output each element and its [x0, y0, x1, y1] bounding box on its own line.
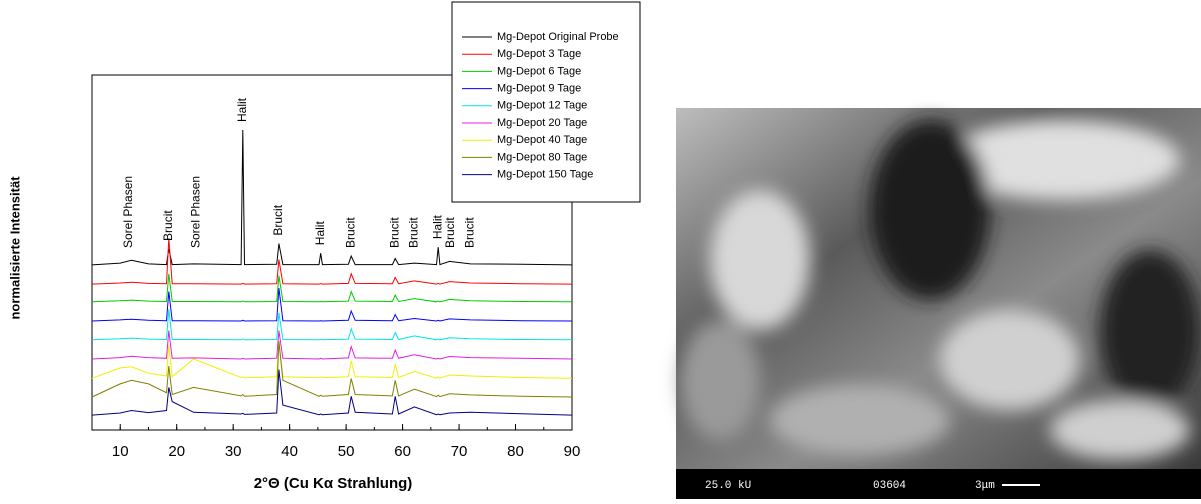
peak-annotation: Brucit: [407, 217, 421, 248]
peak-annotation: Brucit: [271, 204, 285, 235]
series-line: [91, 287, 573, 322]
legend-label: Mg-Depot 12 Tage: [497, 100, 587, 112]
peak-annotation: Brucit: [443, 217, 457, 248]
peak-annotation: Brucit: [161, 210, 175, 241]
sem-image: 25.0 kU 03604 3μm: [676, 108, 1201, 499]
legend-label: Mg-Depot Original Probe: [497, 31, 619, 43]
sem-scale: 3μm: [975, 480, 995, 492]
series-line: [91, 330, 573, 360]
plot-frame: [91, 74, 573, 431]
x-axis-label: 2°Θ (Cu Kα Strahlung): [254, 475, 413, 492]
legend-label: Mg-Depot 9 Tage: [497, 83, 581, 95]
peak-annotation: Brucit: [343, 217, 357, 248]
legend-label: Mg-Depot 6 Tage: [497, 65, 581, 77]
sem-info-bar: [676, 469, 1201, 499]
x-tick-label: 70: [451, 443, 468, 460]
legend-label: Mg-Depot 20 Tage: [497, 117, 587, 129]
series-line: [91, 238, 573, 285]
x-tick-label: 60: [394, 443, 411, 460]
peak-annotation: Halit: [235, 97, 249, 122]
x-tick-label: 30: [225, 443, 242, 460]
peak-annotation: Sorel Phasen: [121, 176, 135, 248]
y-axis-label: normalisierte Intensität: [7, 176, 22, 320]
series-line: [91, 369, 573, 416]
legend-label: Mg-Depot 150 Tage: [497, 169, 593, 181]
x-tick-label: 20: [168, 443, 185, 460]
sem-number: 03604: [873, 480, 906, 492]
peak-annotation: Brucit: [463, 217, 477, 248]
peak-annotation: Sorel Phasen: [189, 176, 203, 248]
series-line: [91, 341, 573, 398]
x-tick-label: 50: [338, 443, 355, 460]
legend-label: Mg-Depot 80 Tage: [497, 151, 587, 163]
legend-label: Mg-Depot 40 Tage: [497, 134, 587, 146]
x-tick-label: 40: [281, 443, 298, 460]
legend-label: Mg-Depot 3 Tage: [497, 48, 581, 60]
peak-annotation: Halit: [313, 221, 327, 246]
sem-texture: [680, 120, 1200, 460]
peak-annotation: Brucit: [387, 217, 401, 248]
x-tick-label: 80: [507, 443, 524, 460]
peak-annotation: Halit: [430, 215, 444, 240]
series-line: [91, 273, 573, 303]
series-line: [91, 341, 573, 379]
sem-voltage: 25.0 kU: [705, 480, 751, 492]
x-tick-label: 90: [564, 443, 581, 460]
legend-box: [451, 1, 641, 203]
series-line: [91, 309, 573, 341]
x-tick-label: 10: [112, 443, 129, 460]
series-line: [91, 129, 573, 266]
